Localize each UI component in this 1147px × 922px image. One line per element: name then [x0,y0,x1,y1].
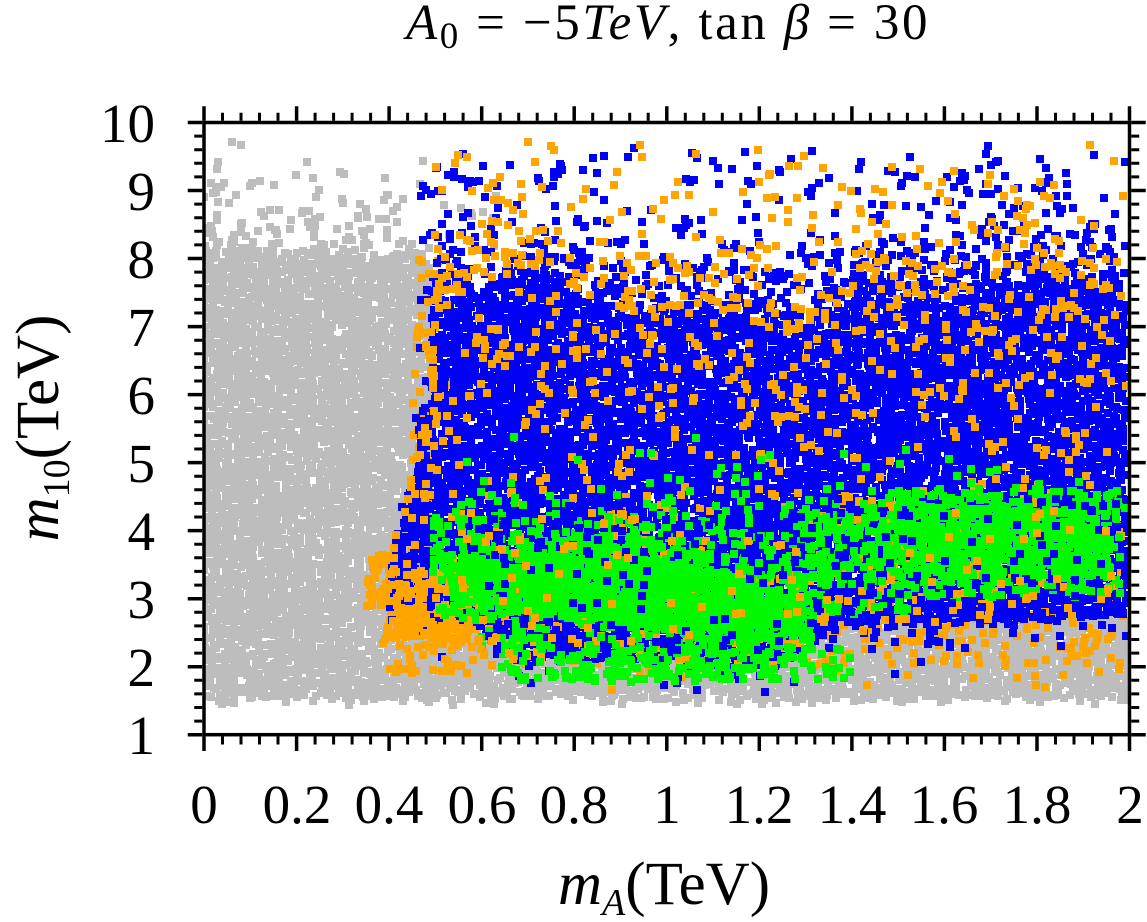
svg-text:9: 9 [128,161,156,222]
svg-text:6: 6 [128,365,156,426]
svg-text:1.2: 1.2 [725,774,794,835]
svg-text:mA(TeV): mA(TeV) [558,851,770,917]
svg-text:2: 2 [1116,774,1144,835]
svg-text:0.6: 0.6 [448,774,517,835]
svg-text:0.2: 0.2 [263,774,332,835]
svg-text:0.8: 0.8 [540,774,609,835]
svg-text:2: 2 [128,637,156,698]
svg-text:3: 3 [128,569,156,630]
svg-text:1.6: 1.6 [910,774,979,835]
svg-text:1: 1 [653,774,681,835]
svg-text:0: 0 [190,774,218,835]
svg-text:7: 7 [128,297,156,358]
svg-text:10: 10 [100,93,155,154]
svg-text:1.8: 1.8 [1003,774,1072,835]
svg-text:1.4: 1.4 [818,774,887,835]
svg-text:8: 8 [128,229,156,290]
svg-text:A0 = −5TeV, tan β = 30: A0 = −5TeV, tan β = 30 [403,0,930,57]
svg-text:5: 5 [128,433,156,494]
svg-text:4: 4 [128,501,156,562]
svg-text:m10(TeV): m10(TeV) [5,315,78,542]
svg-text:0.4: 0.4 [355,774,424,835]
svg-text:1: 1 [128,705,156,766]
